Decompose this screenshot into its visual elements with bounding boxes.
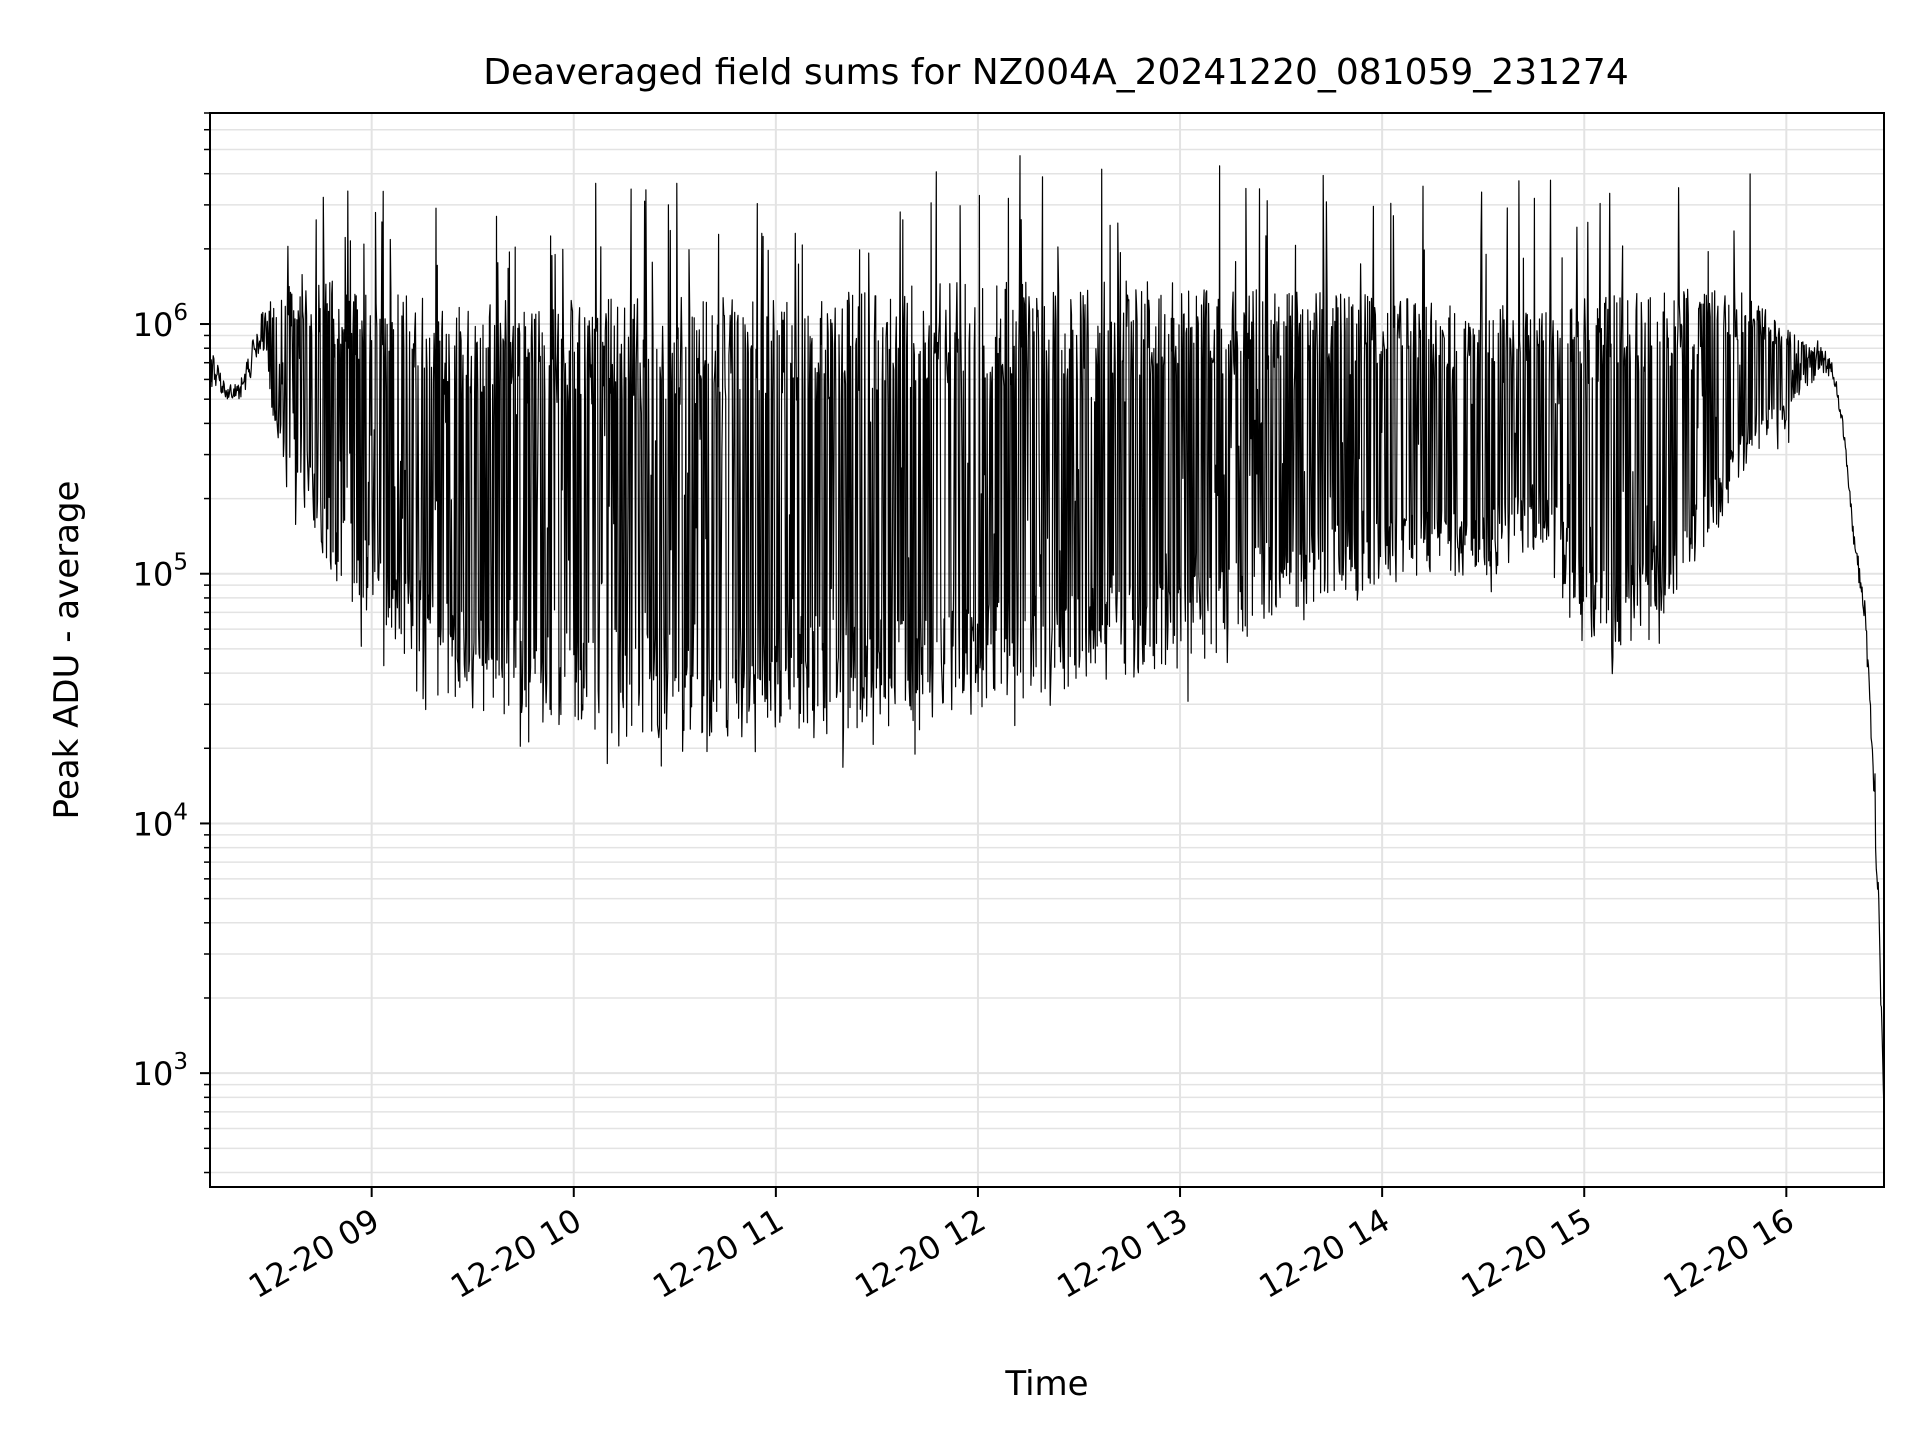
series-line (209, 155, 1885, 1112)
y-tick-label: 106 (133, 300, 188, 344)
y-tick-base: 10 (133, 805, 174, 843)
y-tick-exponent: 4 (173, 799, 188, 825)
y-tick-label: 105 (133, 550, 188, 594)
plot-background (210, 113, 1884, 1187)
y-tick-base: 10 (133, 306, 174, 344)
plot-frame (209, 112, 1885, 1188)
y-axis-label: Peak ADU - average (47, 481, 87, 820)
chart-title: Deaveraged field sums for NZ004A_2024122… (483, 52, 1628, 93)
y-tick-label: 104 (133, 799, 188, 843)
y-tick-exponent: 6 (173, 300, 188, 326)
plot-area (209, 112, 1885, 1188)
x-axis-label: Time (1004, 1364, 1088, 1404)
y-tick-label: 103 (133, 1049, 188, 1093)
y-tick-exponent: 3 (173, 1049, 188, 1075)
y-gridlines (210, 112, 1884, 1174)
y-tick-exponent: 5 (173, 550, 188, 576)
series-layer (209, 155, 1885, 1112)
y-tick-base: 10 (133, 556, 174, 594)
y-tick-base: 10 (133, 1055, 174, 1093)
